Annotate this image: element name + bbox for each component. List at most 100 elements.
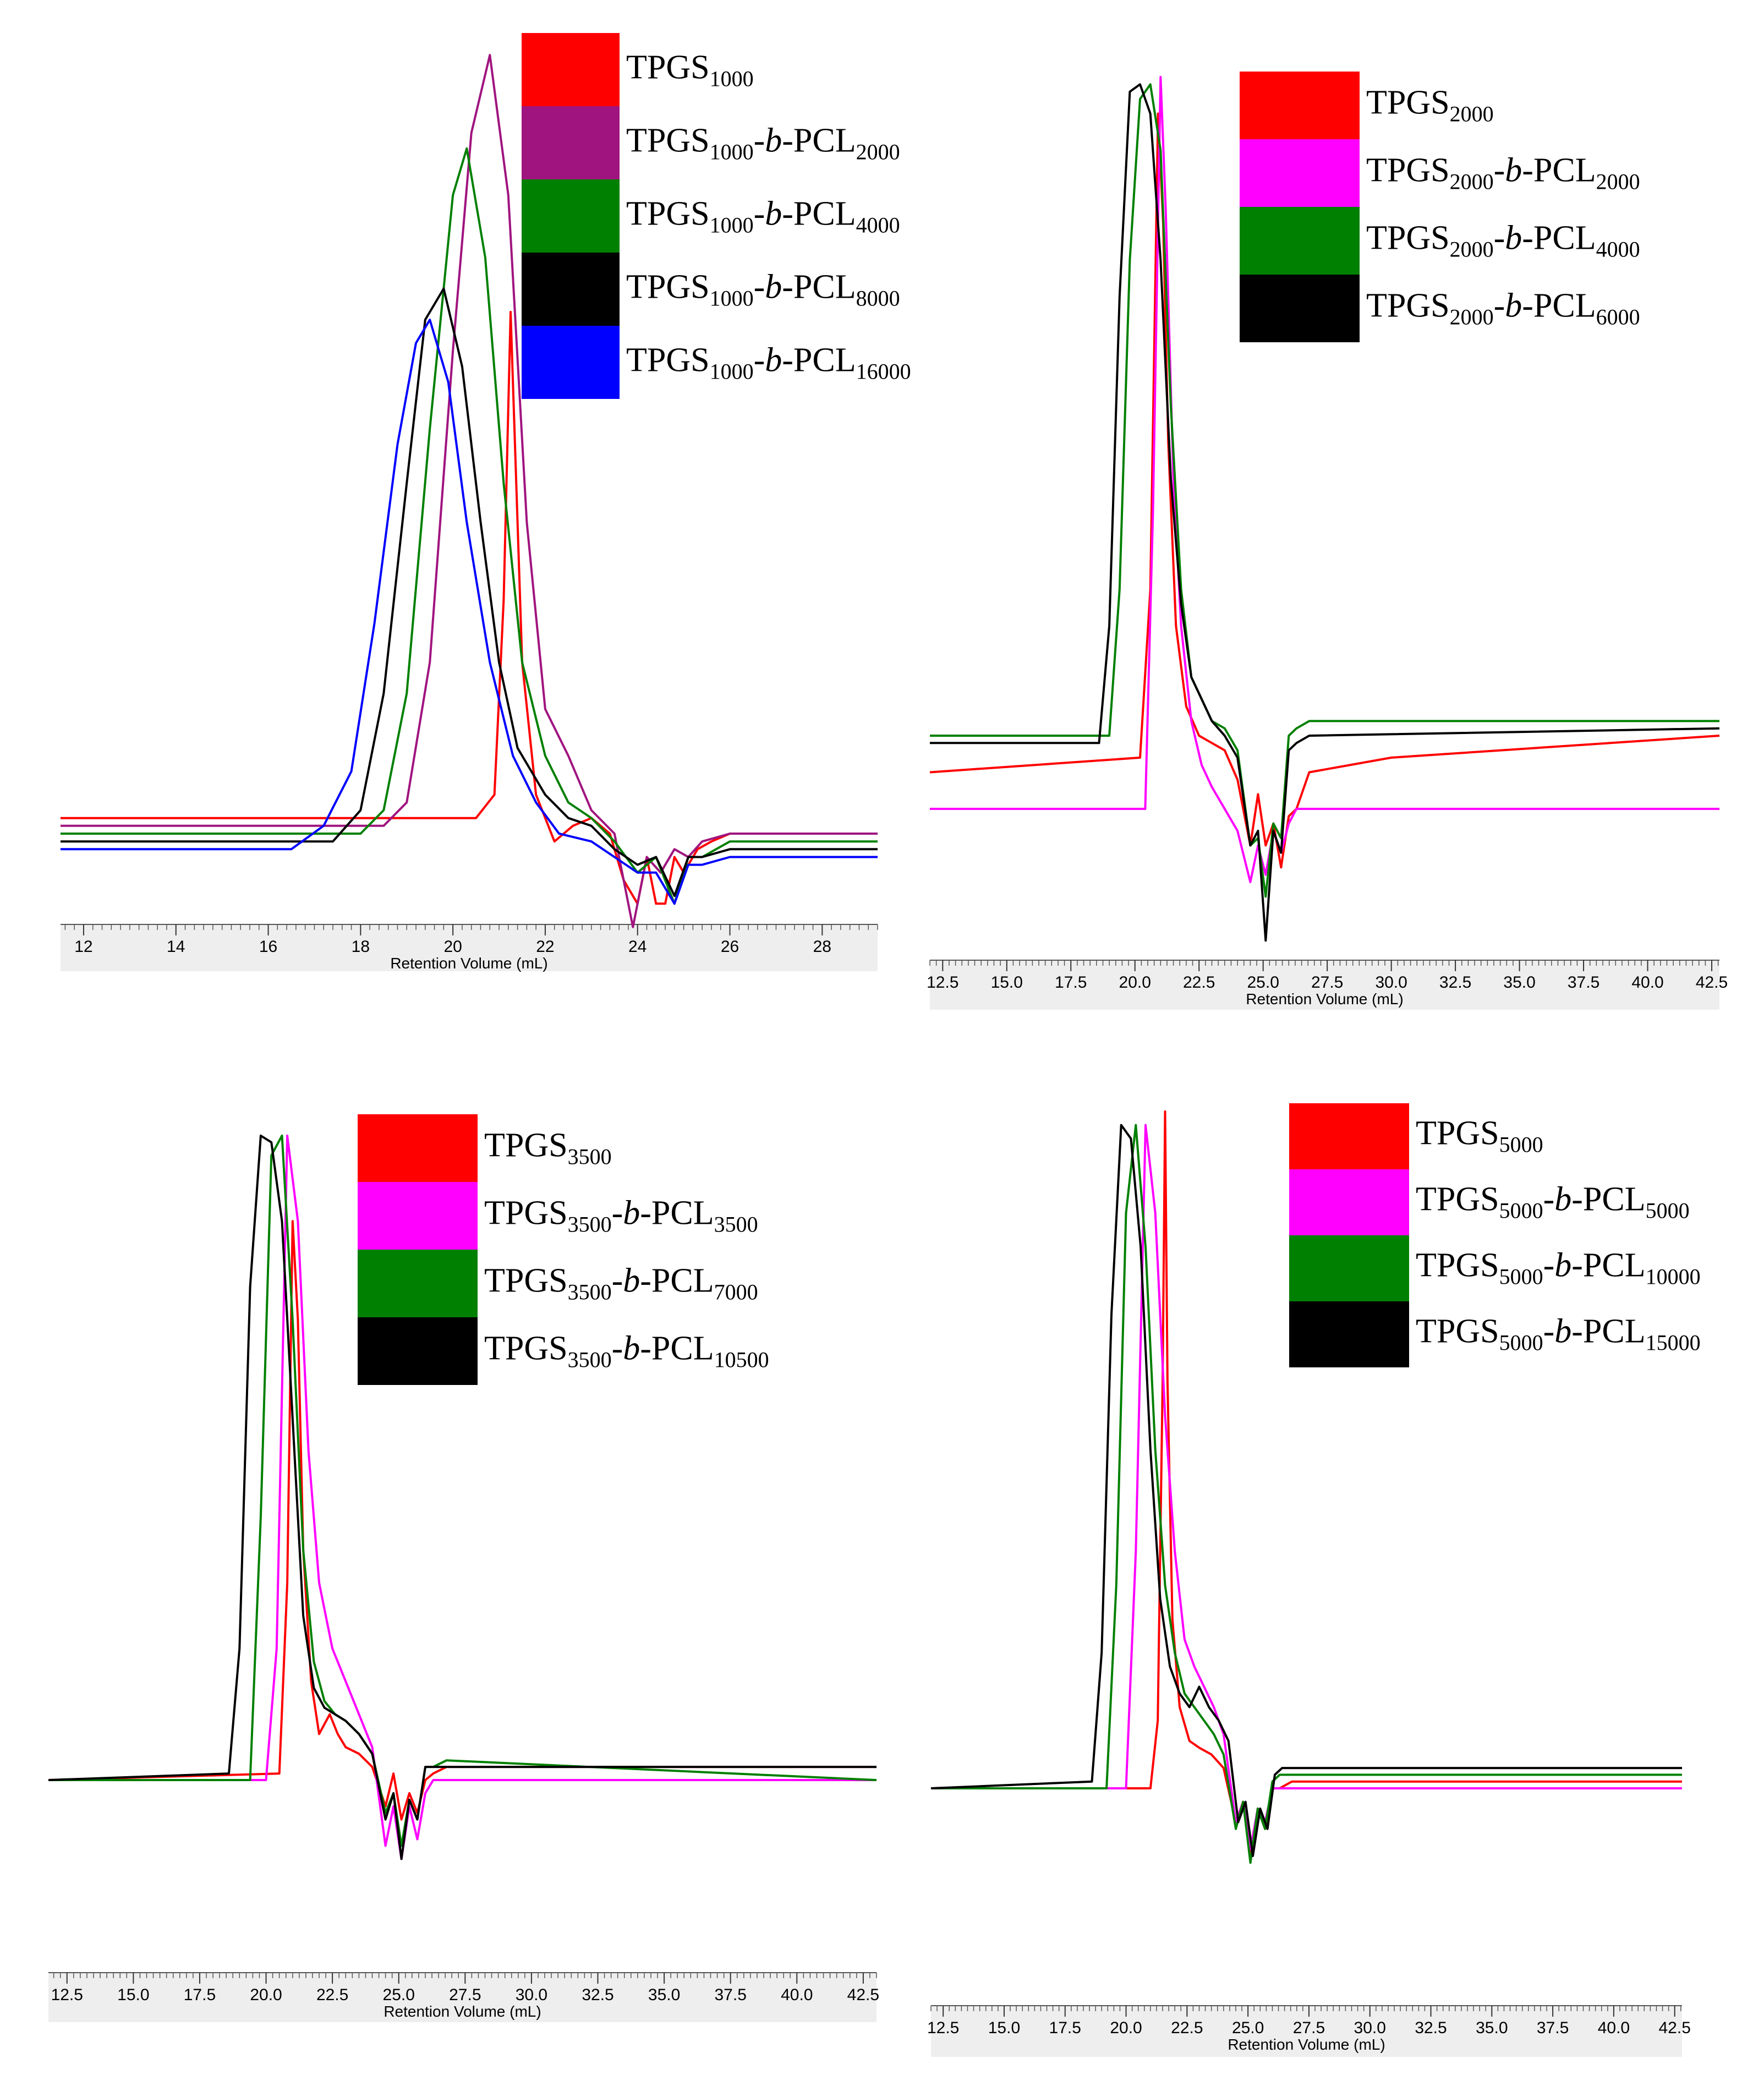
- legend-label-join: -: [1543, 1312, 1555, 1350]
- series-line-tpgs1000: [61, 310, 878, 905]
- x-tick-label: 12.5: [927, 973, 958, 992]
- legend-label-sub: 5000: [1499, 1132, 1543, 1157]
- x-tick-label: 12.5: [51, 1986, 83, 2004]
- legend-label-sub: 10000: [1646, 1264, 1701, 1289]
- legend-swatch: [522, 326, 620, 399]
- legend-label-base: TPGS: [626, 195, 710, 232]
- legend-label-join: -: [640, 1262, 651, 1299]
- series-line-tpgs1000pcl4000: [61, 147, 878, 905]
- legend-label-sub: 5000: [1646, 1198, 1690, 1223]
- x-axis-band: [931, 2006, 1682, 2057]
- legend-label: TPGS1000-b-PCL2000: [626, 122, 900, 164]
- legend-swatch: [522, 253, 620, 326]
- x-tick-label: 42.5: [847, 1986, 879, 2004]
- legend-swatch: [1240, 72, 1360, 139]
- legend-label-sub: 2000: [856, 139, 900, 164]
- legend-label-b: b: [1554, 1180, 1571, 1218]
- legend-label-block: PCL: [1533, 151, 1596, 189]
- panel-tpgs3500: 12.5 15.0 17.5 20.0 22.5 25.0 27.5 30.0 32.5 35.0…: [48, 1114, 879, 2022]
- x-tick-label: 35.0: [1476, 2019, 1508, 2037]
- legend-label-join: -: [782, 268, 793, 305]
- x-tick-label: 17.5: [1055, 973, 1087, 992]
- legend-label-base: TPGS: [1366, 84, 1450, 121]
- legend-label-base: TPGS: [1416, 1180, 1499, 1218]
- legend-label-join: -: [782, 341, 793, 379]
- legend-label: TPGS5000-b-PCL5000: [1416, 1180, 1690, 1223]
- x-axis-title: Retention Volume (mL): [390, 955, 547, 972]
- legend-label-base: TPGS: [1366, 287, 1450, 324]
- legend-label: TPGS3500-b-PCL7000: [484, 1262, 758, 1304]
- legend-label-join: -: [1522, 151, 1533, 189]
- panel-tpgs1000: 12 14 16 18 20 22 24 26 28 Retention Volume (mL) T…: [61, 33, 911, 972]
- x-tick-label: 42.5: [1659, 2019, 1691, 2037]
- legend-label-sub: 1000: [710, 212, 754, 237]
- legend-label-sub: 8000: [856, 286, 900, 310]
- x-tick-label: 28: [813, 938, 831, 956]
- legend-swatch: [358, 1182, 478, 1250]
- legend-swatch: [1240, 207, 1360, 275]
- legend-label-b: b: [1554, 1312, 1571, 1350]
- legend-label-join: -: [612, 1262, 623, 1299]
- legend-label-block: PCL: [1583, 1312, 1646, 1350]
- legend-label-join: -: [1522, 287, 1533, 324]
- legend-swatch: [522, 179, 620, 253]
- x-tick-label: 26: [721, 938, 739, 956]
- x-axis-title: Retention Volume (mL): [1246, 990, 1403, 1008]
- series-line-tpgs1000pcl16000: [61, 319, 878, 905]
- x-tick-label: 37.5: [1537, 2019, 1569, 2037]
- x-tick-label: 27.5: [449, 1986, 481, 2004]
- legend-label-join: -: [1571, 1246, 1583, 1284]
- x-tick-label: 42.5: [1696, 973, 1728, 992]
- x-tick-label: 17.5: [184, 1986, 216, 2004]
- legend-label-b: b: [765, 341, 782, 379]
- legend-label: TPGS2000-b-PCL2000: [1366, 151, 1640, 194]
- panel-tpgs5000: 12.5 15.0 17.5 20.0 22.5 25.0 27.5 30.0 32.5 35.0…: [927, 1103, 1701, 2057]
- x-tick-label: 22.5: [1183, 973, 1215, 992]
- legend-swatch: [1289, 1103, 1409, 1169]
- x-tick-label: 16: [259, 938, 277, 956]
- legend-label-base: TPGS: [626, 122, 710, 159]
- x-tick-label: 32.5: [1415, 2019, 1447, 2037]
- x-tick-label: 22.5: [316, 1986, 348, 2004]
- x-tick-label: 32.5: [1439, 973, 1471, 992]
- legend-label-block: PCL: [1533, 287, 1596, 324]
- legend-label-sub: 3500: [714, 1212, 758, 1236]
- legend-label-join: -: [754, 122, 765, 159]
- legend-label-join: -: [754, 195, 765, 232]
- legend-label-b: b: [765, 122, 782, 159]
- legend-label-b: b: [1554, 1246, 1571, 1284]
- legend-swatch: [1289, 1169, 1409, 1235]
- legend-label-b: b: [765, 268, 782, 305]
- legend-label-sub: 4000: [1596, 237, 1640, 261]
- legend-label-join: -: [1494, 287, 1505, 324]
- legend-label-sub: 5000: [1499, 1264, 1543, 1289]
- legend-label-base: TPGS: [484, 1126, 568, 1164]
- legend-label-sub: 2000: [1596, 169, 1640, 194]
- legend-label-join: -: [1543, 1246, 1555, 1284]
- x-tick-label: 35.0: [648, 1986, 680, 2004]
- x-tick-label: 20: [443, 938, 462, 956]
- legend-label: TPGS1000-b-PCL8000: [626, 268, 900, 310]
- legend-label-base: TPGS: [1366, 219, 1450, 256]
- legend-label-join: -: [640, 1194, 651, 1231]
- legend-label: TPGS2000: [1366, 84, 1494, 126]
- legend-label-sub: 2000: [1450, 101, 1494, 126]
- x-tick-label: 35.0: [1503, 973, 1535, 992]
- legend-label-base: TPGS: [484, 1262, 568, 1299]
- legend-label-sub: 7000: [714, 1279, 758, 1304]
- x-tick-label: 15.0: [991, 973, 1023, 992]
- legend-label-block: PCL: [793, 268, 856, 305]
- legend-label: TPGS5000-b-PCL10000: [1416, 1246, 1701, 1289]
- legend-label-sub: 2000: [1450, 237, 1494, 261]
- legend-swatch: [358, 1317, 478, 1385]
- x-tick-label: 14: [167, 938, 185, 956]
- legend-label: TPGS1000-b-PCL16000: [626, 341, 911, 384]
- legend-label-base: TPGS: [484, 1194, 568, 1231]
- legend-label-join: -: [1494, 151, 1505, 189]
- legend-label-base: TPGS: [1366, 151, 1450, 189]
- legend-label-block: PCL: [793, 195, 856, 232]
- x-tick-label: 15.0: [988, 2019, 1020, 2037]
- legend-label-join: -: [1543, 1180, 1555, 1218]
- legend-label-sub: 6000: [1596, 304, 1640, 329]
